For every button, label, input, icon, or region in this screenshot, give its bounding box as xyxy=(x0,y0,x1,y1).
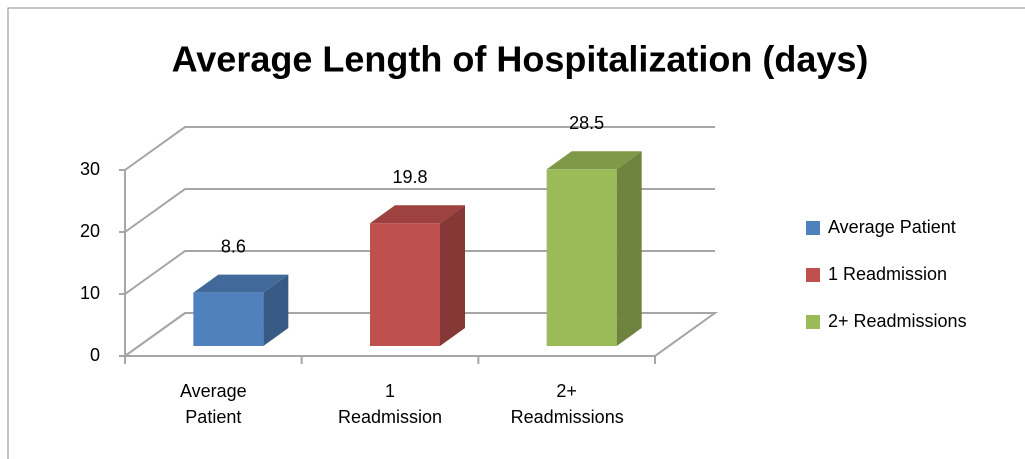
legend-label: Average Patient xyxy=(828,217,956,237)
data-label: 8.6 xyxy=(221,236,246,256)
data-label: 28.5 xyxy=(569,113,604,133)
y-tick-label: 10 xyxy=(80,283,100,303)
legend-swatch xyxy=(806,268,820,282)
bar-side xyxy=(263,274,289,346)
x-tick-label: 2+ Readmissions xyxy=(510,381,624,427)
grid-line xyxy=(124,126,715,171)
bar-side xyxy=(616,151,642,346)
legend-label: 1 Readmission xyxy=(828,264,947,284)
y-tick-label: 20 xyxy=(80,221,100,241)
bar xyxy=(193,292,264,346)
grid-line xyxy=(124,312,715,357)
legend-swatch xyxy=(806,315,820,329)
grid-line xyxy=(124,250,715,295)
bar xyxy=(546,169,617,346)
data-label: 19.8 xyxy=(392,167,427,187)
chart-border xyxy=(7,7,1025,459)
bar-top xyxy=(546,151,642,170)
y-tick-label: 30 xyxy=(80,159,100,179)
y-tick-label: 0 xyxy=(90,345,100,365)
bar xyxy=(370,223,440,346)
bar-top xyxy=(370,205,465,224)
legend-swatch xyxy=(806,221,820,235)
x-tick-label: Average Patient xyxy=(179,381,247,427)
x-tick-label: 1 Readmission xyxy=(337,381,443,427)
grid-line xyxy=(124,188,715,233)
bar-side xyxy=(440,205,465,346)
bar-top xyxy=(193,274,289,293)
legend-label: 2+ Readmissions xyxy=(828,311,967,331)
chart-title: Average Length of Hospitalization (days) xyxy=(172,39,869,80)
